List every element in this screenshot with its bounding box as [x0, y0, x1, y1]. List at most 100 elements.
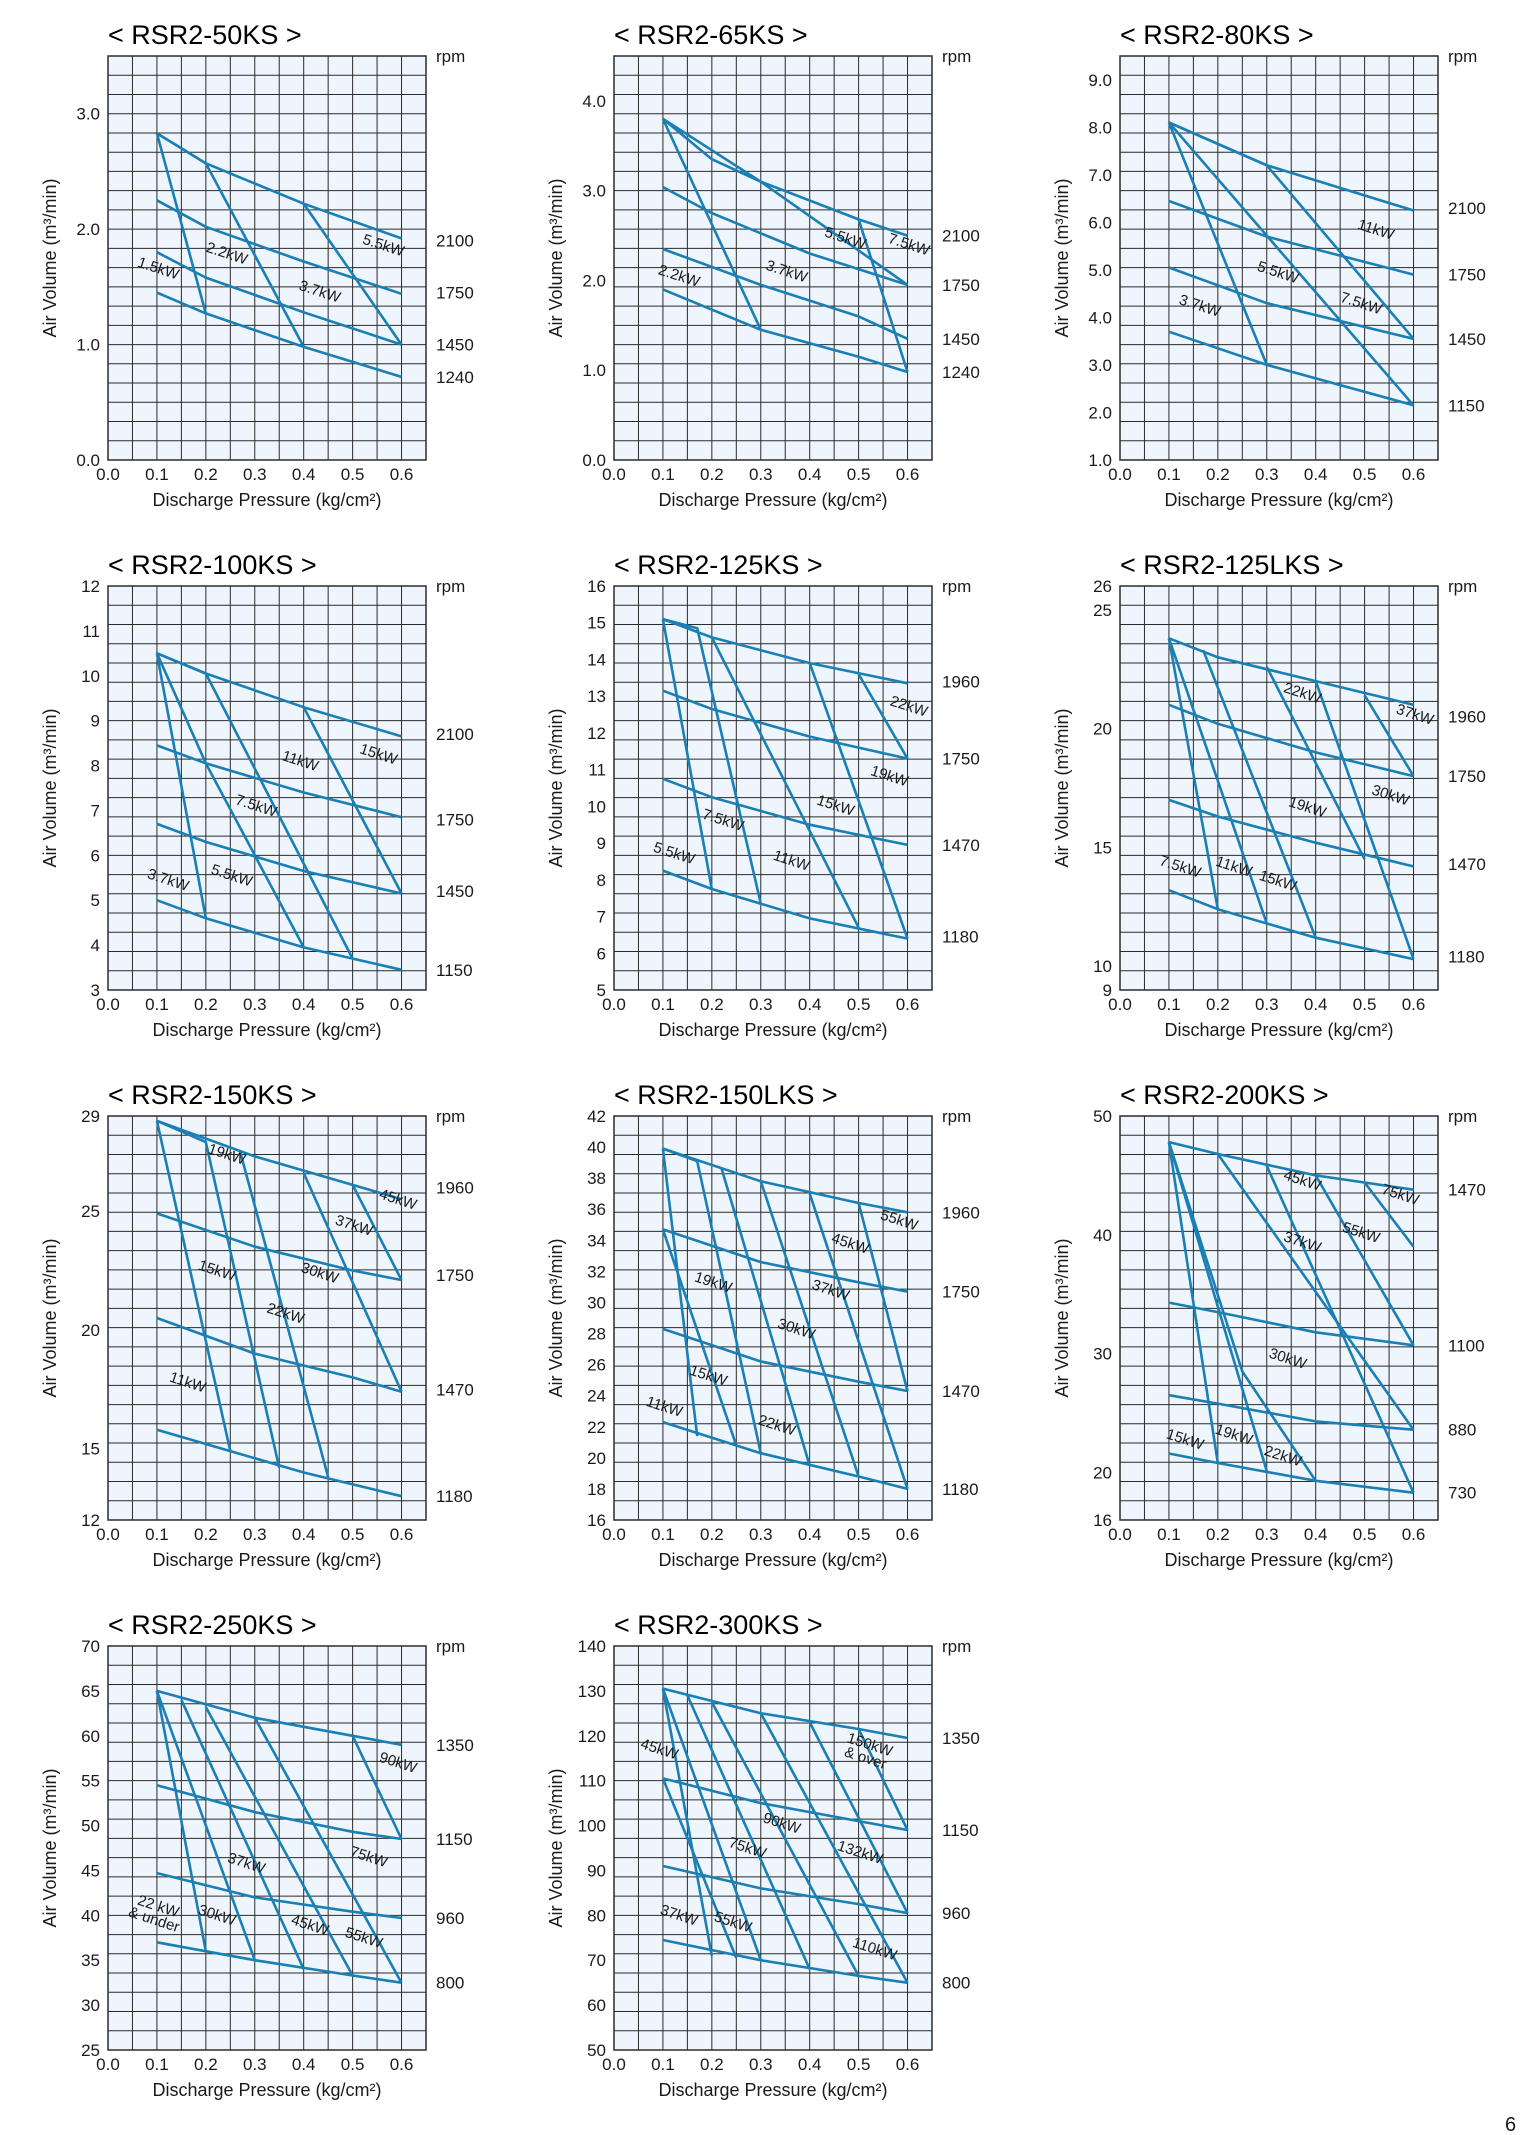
- power-curve: [204, 1706, 354, 1977]
- y-axis-label: Air Volume (m³/min): [546, 708, 566, 867]
- plot-area: [108, 1116, 426, 1520]
- rpm-label: 2100: [1448, 199, 1486, 218]
- x-tick-label: 0.4: [1304, 995, 1328, 1014]
- rpm-label: 1470: [436, 1380, 474, 1399]
- x-tick-label: 0.0: [1108, 1525, 1132, 1544]
- rpm-curve: [1168, 1393, 1414, 1431]
- y-axis-label: Air Volume (m³/min): [546, 178, 566, 337]
- x-tick-label: 0.0: [602, 465, 626, 484]
- y-tick-label: 42: [587, 1107, 606, 1126]
- y-tick-label: 40: [587, 1138, 606, 1157]
- power-curve: [661, 618, 714, 890]
- x-tick-label: 0.2: [1206, 1525, 1230, 1544]
- y-tick-label: 80: [587, 1906, 606, 1925]
- y-tick-label: 4.0: [1088, 308, 1112, 327]
- x-tick-label: 0.5: [847, 465, 871, 484]
- y-tick-label: 36: [587, 1200, 606, 1219]
- plot-area: [108, 56, 426, 460]
- y-tick-label: 3: [91, 981, 100, 1000]
- rpm-curve: [662, 1228, 908, 1293]
- rpm-curve: [662, 1864, 908, 1915]
- x-tick-label: 0.4: [798, 2055, 822, 2074]
- y-tick-label: 20: [1093, 1463, 1112, 1482]
- chart-title: < RSR2-250KS >: [108, 1610, 317, 1640]
- x-tick-label: 0.4: [1304, 1525, 1328, 1544]
- rpm-label: 1450: [436, 882, 474, 901]
- x-tick-label: 0.1: [651, 1525, 675, 1544]
- y-tick-label: 2.0: [582, 271, 606, 290]
- rpm-label: 730: [1448, 1484, 1476, 1503]
- y-tick-label: 10: [587, 797, 606, 816]
- rpm-header: rpm: [436, 47, 465, 66]
- y-tick-label: 100: [578, 1817, 606, 1836]
- rpm-header: rpm: [1448, 577, 1477, 596]
- rpm-label: 1180: [436, 1487, 473, 1506]
- power-curve: [156, 1119, 281, 1468]
- x-tick-label: 0.3: [749, 465, 773, 484]
- x-tick-label: 0.5: [1353, 995, 1377, 1014]
- power-curve: [857, 1728, 909, 1831]
- power-curve: [1167, 1141, 1317, 1482]
- power-curve: [351, 1184, 403, 1281]
- x-tick-label: 0.1: [1157, 1525, 1181, 1544]
- power-curve: [155, 132, 208, 314]
- y-tick-label: 1.0: [76, 336, 100, 355]
- power-curve: [302, 1172, 403, 1393]
- x-tick-label: 0.4: [798, 465, 822, 484]
- y-tick-label: 22: [587, 1418, 606, 1437]
- y-tick-label: 15: [81, 1440, 100, 1459]
- y-tick-label: 9: [91, 712, 100, 731]
- y-axis-label: Air Volume (m³/min): [1052, 1238, 1072, 1397]
- chart-title: < RSR2-50KS >: [108, 20, 302, 50]
- x-tick-label: 0.6: [896, 2055, 920, 2074]
- power-curve: [155, 652, 305, 949]
- power-curve: [156, 132, 305, 348]
- x-tick-label: 0.3: [1255, 465, 1279, 484]
- power-curve: [686, 1694, 811, 1970]
- y-tick-label: 45: [81, 1861, 100, 1880]
- power-curve: [156, 652, 354, 960]
- rpm-label: 1450: [436, 336, 474, 355]
- power-curve: [155, 1120, 232, 1452]
- rpm-header: rpm: [942, 577, 971, 596]
- rpm-label: 1100: [1448, 1336, 1485, 1355]
- y-tick-label: 25: [1093, 601, 1112, 620]
- chart-title: < RSR2-125LKS >: [1120, 550, 1344, 580]
- x-axis-label: Discharge Pressure (kg/cm²): [658, 1020, 887, 1040]
- x-tick-label: 0.0: [96, 1525, 120, 1544]
- chart-5: < RSR2-125KS > 0.0 0.1 0.2 0.3 0.4 0.5 0.6 5 6 7 8 9…: [546, 550, 980, 1040]
- power-curve: [720, 1168, 811, 1466]
- y-tick-label: 55: [81, 1772, 100, 1791]
- y-tick-label: 7: [597, 908, 606, 927]
- power-curve: [302, 202, 403, 346]
- chart-7: < RSR2-150KS > 0.0 0.1 0.2 0.3 0.4 0.5 0.6 12 15 2…: [40, 1080, 474, 1570]
- power-curve: [759, 1180, 860, 1477]
- power-curve: [808, 662, 909, 940]
- y-tick-label: 120: [578, 1727, 606, 1746]
- power-label: 150kW& over: [841, 1730, 896, 1774]
- y-tick-label: 50: [587, 2041, 606, 2060]
- power-curve: [759, 1712, 909, 1984]
- rpm-curve: [156, 251, 402, 346]
- chart-3: < RSR2-80KS > 0.0 0.1 0.2 0.3 0.4 0.5 0.6 1.0 2.0…: [1052, 20, 1486, 510]
- rpm-curve: [662, 288, 908, 374]
- x-axis-label: Discharge Pressure (kg/cm²): [1164, 1020, 1393, 1040]
- rpm-curve: [1168, 703, 1414, 778]
- power-curve: [661, 118, 762, 331]
- y-tick-label: 7: [91, 801, 100, 820]
- chart-title: < RSR2-80KS >: [1120, 20, 1314, 50]
- rpm-curve: [156, 1871, 402, 1920]
- y-tick-label: 24: [587, 1387, 606, 1406]
- y-tick-label: 1.0: [582, 361, 606, 380]
- y-tick-label: 50: [1093, 1107, 1112, 1126]
- rpm-label: 1180: [942, 1480, 979, 1499]
- power-curve: [1265, 666, 1366, 860]
- chart-11: < RSR2-300KS > 0.0 0.1 0.2 0.3 0.4 0.5 0.6 50 60 7…: [546, 1610, 980, 2100]
- power-curve: [857, 673, 909, 760]
- plot-border: [613, 1115, 933, 1521]
- power-curve: [155, 1690, 208, 1952]
- x-tick-label: 0.6: [1402, 995, 1426, 1014]
- power-curve: [857, 1202, 909, 1392]
- x-axis-label: Discharge Pressure (kg/cm²): [152, 2080, 381, 2100]
- x-tick-label: 0.5: [1353, 1525, 1377, 1544]
